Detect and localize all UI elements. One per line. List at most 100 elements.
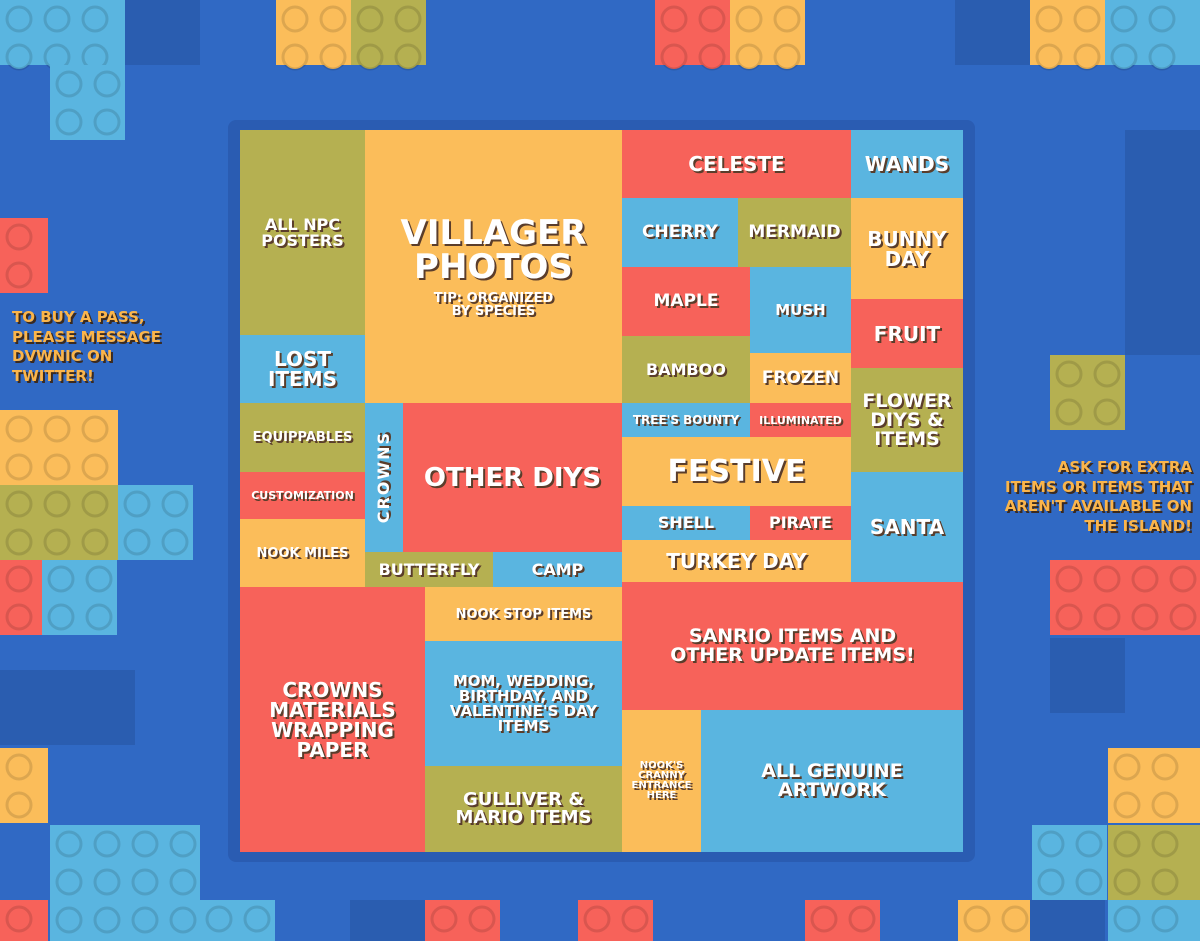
lego-stud [356, 43, 384, 71]
area-label: PIRATE [769, 513, 832, 532]
shop-area: FESTIVE [622, 437, 851, 506]
shop-area: GULLIVER & MARIO ITEMS [425, 766, 622, 852]
lego-stud [81, 453, 109, 481]
lego-stud [161, 490, 189, 518]
shop-area: MAPLE [622, 267, 750, 336]
lego-stud [1073, 5, 1101, 33]
shop-area: ILLUMINATED [750, 403, 851, 437]
lego-stud [47, 603, 75, 631]
area-label: TREE'S BOUNTY [632, 413, 740, 427]
lego-stud [1035, 43, 1063, 71]
shop-area: CHERRY [622, 198, 738, 267]
shop-area: PIRATE [750, 506, 851, 540]
shop-area: TREE'S BOUNTY [622, 403, 750, 437]
lego-stud [848, 905, 876, 933]
area-label: BUTTERFLY [378, 559, 480, 579]
lego-stud [1151, 753, 1179, 781]
lego-stud [169, 868, 197, 896]
lego-stud [319, 5, 347, 33]
lego-stud [55, 906, 83, 934]
lego-stud [131, 906, 159, 934]
area-label: LOST ITEMS [267, 347, 338, 391]
lego-stud [621, 905, 649, 933]
lego-stud [1113, 905, 1141, 933]
lego-stud [5, 905, 33, 933]
shop-area: MERMAID [738, 198, 851, 267]
area-label: SANTA [869, 515, 945, 539]
lego-stud [1075, 868, 1103, 896]
lego-stud [43, 528, 71, 556]
shop-area: TURKEY DAY [622, 540, 851, 582]
lego-brick [0, 670, 135, 745]
lego-stud [5, 791, 33, 819]
lego-stud [1093, 603, 1121, 631]
lego-stud [5, 5, 33, 33]
lego-brick [1030, 900, 1105, 941]
shop-area: VILLAGER PHOTOS TIP: ORGANIZED BY SPECIES [365, 130, 622, 403]
lego-stud [698, 43, 726, 71]
lego-stud [123, 490, 151, 518]
lego-stud [1093, 398, 1121, 426]
lego-stud [281, 5, 309, 33]
lego-stud [81, 490, 109, 518]
lego-stud [430, 905, 458, 933]
lego-brick [955, 0, 1030, 65]
shop-area: FROZEN [750, 353, 851, 403]
area-label: CROWNS [374, 431, 393, 524]
shop-area: CROWNS [365, 403, 403, 552]
lego-stud [1073, 43, 1101, 71]
area-label: FESTIVE [667, 453, 806, 489]
area-label: TURKEY DAY [666, 549, 807, 573]
lego-stud [394, 5, 422, 33]
area-label: MAPLE [653, 291, 719, 311]
lego-stud [1110, 5, 1138, 33]
right-note: ASK FOR EXTRA ITEMS OR ITEMS THAT AREN'T… [1004, 458, 1192, 535]
lego-stud [5, 528, 33, 556]
lego-stud [468, 905, 496, 933]
lego-stud [93, 868, 121, 896]
area-tip: TIP: ORGANIZED BY SPECIES [433, 290, 554, 319]
lego-stud [698, 5, 726, 33]
lego-stud [55, 108, 83, 136]
area-label: NOOK STOP ITEMS [455, 606, 592, 622]
lego-stud [93, 830, 121, 858]
lego-stud [1151, 868, 1179, 896]
area-label: BUNNY DAY [867, 226, 947, 271]
shop-area: NOOK STOP ITEMS [425, 587, 622, 641]
lego-stud [319, 43, 347, 71]
lego-stud [1075, 830, 1103, 858]
area-label: FLOWER DIYS & ITEMS [862, 389, 952, 450]
area-label: MERMAID [748, 222, 841, 242]
lego-stud [1055, 398, 1083, 426]
lego-stud [131, 868, 159, 896]
lego-stud [356, 5, 384, 33]
lego-brick [350, 900, 425, 941]
shop-area: CELESTE [622, 130, 851, 198]
shop-area: EQUIPPABLES [240, 403, 365, 472]
lego-stud [81, 415, 109, 443]
lego-stud [1169, 565, 1197, 593]
area-label: WANDS [864, 152, 950, 176]
shop-area: SANRIO ITEMS AND OTHER UPDATE ITEMS! [622, 582, 963, 710]
lego-stud [5, 603, 33, 631]
lego-stud [735, 43, 763, 71]
shop-area: OTHER DIYS [403, 403, 622, 552]
lego-stud [55, 70, 83, 98]
lego-stud [5, 453, 33, 481]
lego-stud [1113, 830, 1141, 858]
shop-area: ALL NPC POSTERS [240, 130, 365, 335]
lego-stud [1037, 830, 1065, 858]
lego-stud [205, 905, 233, 933]
lego-stud [1093, 360, 1121, 388]
shop-area: LOST ITEMS [240, 335, 365, 403]
area-label: OTHER DIYS [423, 462, 602, 493]
lego-stud [1035, 5, 1063, 33]
lego-stud [1055, 603, 1083, 631]
area-label: SANRIO ITEMS AND OTHER UPDATE ITEMS! [670, 625, 915, 666]
area-label: VILLAGER PHOTOS [400, 212, 587, 287]
lego-stud [43, 415, 71, 443]
lego-stud [1148, 5, 1176, 33]
lego-stud [963, 905, 991, 933]
shop-area: NOOK'S CRANNY ENTRANCE HERE [622, 710, 701, 852]
